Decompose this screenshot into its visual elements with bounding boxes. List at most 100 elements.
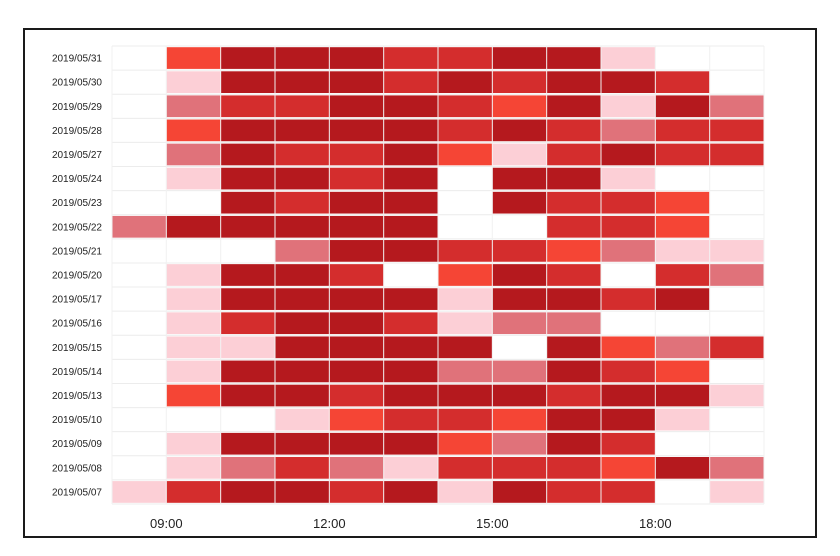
heatmap-cell	[221, 384, 275, 407]
x-tick-labels: 09:00 12:00 15:00 18:00	[150, 516, 672, 531]
heatmap-cell	[221, 215, 275, 238]
heatmap-cell	[710, 456, 764, 479]
heatmap-cell	[547, 167, 601, 190]
x-tick-label: 15:00	[476, 516, 509, 531]
heatmap-cell	[221, 47, 275, 69]
heatmap-cell	[438, 336, 492, 359]
heatmap-cell	[166, 384, 221, 407]
heatmap-cell	[655, 95, 710, 118]
heatmap-cell	[384, 191, 438, 214]
heatmap-cell	[655, 240, 710, 262]
heatmap-cell	[275, 456, 329, 479]
heatmap-cell	[221, 360, 275, 383]
heatmap-cell	[601, 215, 655, 238]
heatmap-cell	[166, 95, 221, 118]
heatmap-cell	[384, 312, 438, 335]
heatmap-cell	[329, 95, 384, 118]
heatmap-cell	[221, 95, 275, 118]
heatmap-cell	[329, 336, 384, 359]
heatmap-cell	[438, 312, 492, 335]
heatmap-cell	[492, 408, 547, 431]
y-tick-label: 2019/05/23	[52, 198, 102, 209]
heatmap-cell	[710, 240, 764, 262]
heatmap-cell	[384, 240, 438, 262]
heatmap-cell	[438, 240, 492, 262]
heatmap-cell	[601, 432, 655, 455]
heatmap-cell	[384, 143, 438, 166]
cell-layer	[112, 47, 764, 503]
x-tick-label: 12:00	[313, 516, 346, 531]
heatmap-cell	[275, 167, 329, 190]
heatmap-cell	[438, 456, 492, 479]
y-tick-label: 2019/05/08	[52, 463, 102, 474]
heatmap-cell	[384, 408, 438, 431]
heatmap-cell	[384, 432, 438, 455]
heatmap-cell	[492, 360, 547, 383]
heatmap-cell	[601, 191, 655, 214]
grid-layer	[111, 45, 765, 505]
heatmap-cell	[384, 95, 438, 118]
heatmap-cell	[492, 71, 547, 94]
heatmap-cell	[275, 432, 329, 455]
heatmap-cell	[221, 481, 275, 503]
heatmap-cell	[384, 481, 438, 503]
heatmap-cell	[655, 456, 710, 479]
heatmap-cell	[601, 288, 655, 310]
heatmap-cell	[166, 167, 221, 190]
heatmap-cell	[655, 71, 710, 94]
heatmap-cell	[329, 288, 384, 310]
y-tick-labels: 2019/05/31 2019/05/30 2019/05/29 2019/05/28…	[52, 54, 102, 499]
heatmap-cell	[601, 167, 655, 190]
heatmap-cell	[492, 432, 547, 455]
heatmap-cell	[492, 481, 547, 503]
heatmap-cell	[329, 240, 384, 262]
heatmap-cell	[275, 191, 329, 214]
heatmap-cell	[438, 71, 492, 94]
heatmap-cell	[221, 119, 275, 142]
heatmap-cell	[329, 360, 384, 383]
heatmap-cell	[655, 191, 710, 214]
y-tick-label: 2019/05/29	[52, 102, 102, 113]
y-tick-label: 2019/05/14	[52, 367, 102, 378]
heatmap-cell	[166, 312, 221, 335]
heatmap-cell	[492, 240, 547, 262]
heatmap-cell	[329, 143, 384, 166]
heatmap-cell	[384, 360, 438, 383]
heatmap-cell	[221, 456, 275, 479]
heatmap-cell	[221, 191, 275, 214]
heatmap-cell	[166, 288, 221, 310]
heatmap-cell	[275, 47, 329, 69]
heatmap-cell	[601, 360, 655, 383]
heatmap-cell	[547, 215, 601, 238]
heatmap-cell	[655, 384, 710, 407]
heatmap-cell	[329, 264, 384, 286]
heatmap-cell	[275, 240, 329, 262]
y-tick-label: 2019/05/10	[52, 415, 102, 426]
y-tick-label: 2019/05/15	[52, 343, 102, 354]
heatmap-cell	[547, 288, 601, 310]
heatmap-cell	[329, 119, 384, 142]
y-tick-label: 2019/05/17	[52, 295, 102, 306]
heatmap-cell	[547, 432, 601, 455]
heatmap-cell	[329, 456, 384, 479]
heatmap-cell	[601, 95, 655, 118]
heatmap-cell	[166, 47, 221, 69]
heatmap-cell	[655, 264, 710, 286]
heatmap-cell	[547, 336, 601, 359]
heatmap-cell	[655, 288, 710, 310]
heatmap-cell	[547, 312, 601, 335]
heatmap-cell	[547, 47, 601, 69]
heatmap-cell	[275, 481, 329, 503]
heatmap-cell	[547, 191, 601, 214]
heatmap-cell	[492, 119, 547, 142]
heatmap-cell	[329, 312, 384, 335]
heatmap-cell	[221, 264, 275, 286]
heatmap-cell	[166, 143, 221, 166]
x-tick-label: 09:00	[150, 516, 183, 531]
heatmap-cell	[384, 456, 438, 479]
heatmap-cell	[655, 336, 710, 359]
heatmap-cell	[710, 143, 764, 166]
heatmap-cell	[547, 408, 601, 431]
heatmap-cell	[601, 71, 655, 94]
heatmap-cell	[601, 47, 655, 69]
